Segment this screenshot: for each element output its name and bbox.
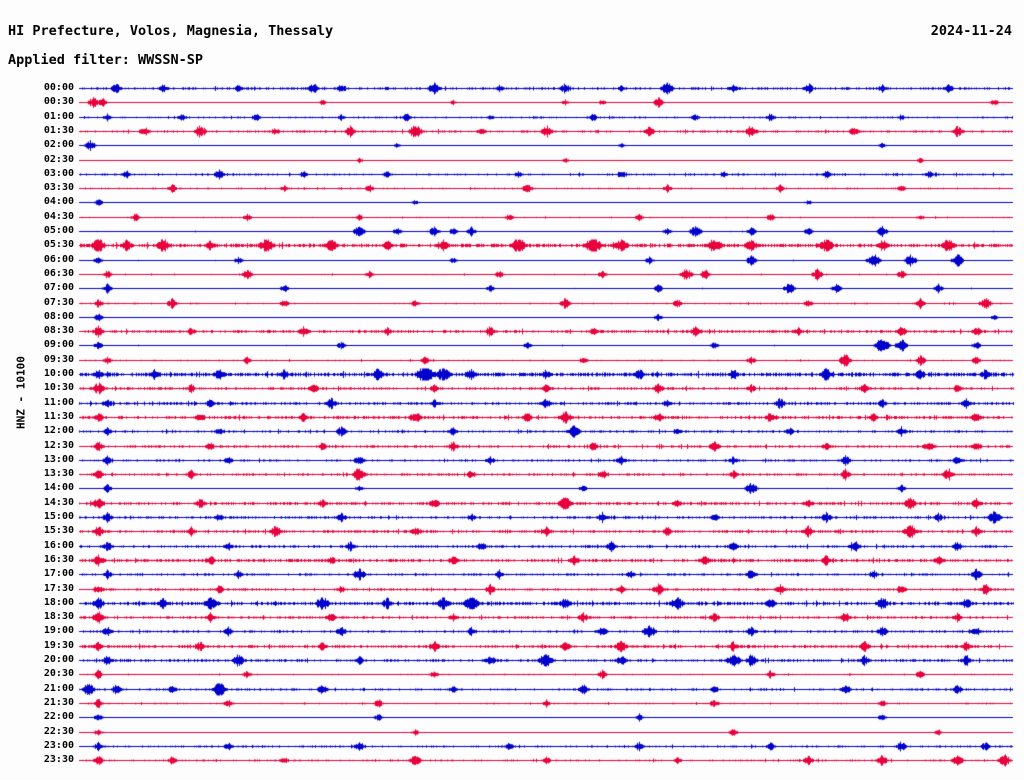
time-label-0600: 06:00 [43, 253, 74, 265]
record-date-label: 2024-11-24 [930, 23, 1012, 39]
time-label-0830: 08:30 [43, 325, 74, 337]
time-label-0500: 05:00 [43, 225, 74, 236]
time-label-1130: 11:30 [43, 410, 74, 422]
time-label-0330: 03:30 [43, 182, 74, 194]
time-label-2230: 22:30 [43, 725, 74, 737]
time-label-2130: 21:30 [43, 696, 74, 708]
time-label-0900: 09:00 [43, 339, 74, 351]
time-label-1100: 11:00 [43, 396, 74, 408]
time-label-1200: 12:00 [43, 425, 74, 437]
time-label-1830: 18:30 [43, 611, 74, 623]
time-label-1230: 12:30 [43, 439, 74, 451]
time-label-0730: 07:30 [43, 296, 74, 308]
time-label-1000: 10:00 [43, 368, 74, 379]
time-label-0130: 01:30 [43, 124, 74, 136]
time-label-0100: 01:00 [43, 110, 74, 122]
time-label-2200: 22:00 [43, 711, 74, 723]
time-label-1900: 19:00 [43, 625, 74, 637]
time-label-0000: 00:00 [43, 82, 74, 93]
time-label-0430: 04:30 [43, 210, 74, 222]
time-label-1600: 16:00 [43, 539, 74, 551]
time-label-1300: 13:00 [43, 453, 74, 465]
time-label-1030: 10:30 [43, 382, 74, 394]
time-label-1800: 18:00 [43, 596, 74, 608]
time-axis-labels: 00:00 00:30 01:00 01:30 02:00 02:30 03:00 03:30… [0, 0, 74, 780]
time-label-2030: 20:30 [43, 668, 74, 680]
time-label-0300: 03:00 [43, 167, 74, 179]
time-label-1400: 14:00 [43, 482, 74, 494]
time-label-1500: 15:00 [43, 511, 74, 522]
time-label-2300: 23:00 [43, 739, 74, 751]
time-label-1930: 19:30 [43, 639, 74, 651]
time-label-1330: 13:30 [43, 468, 74, 480]
time-label-0400: 04:00 [43, 196, 74, 208]
time-label-2000: 20:00 [43, 654, 74, 665]
time-label-0530: 05:30 [43, 239, 74, 251]
time-label-2100: 21:00 [43, 682, 74, 694]
time-label-1700: 17:00 [43, 568, 74, 580]
time-label-0930: 09:30 [43, 353, 74, 365]
time-label-0700: 07:00 [43, 282, 74, 294]
time-label-0230: 02:30 [43, 153, 74, 165]
time-label-0200: 02:00 [43, 139, 74, 151]
time-label-1430: 14:30 [43, 496, 74, 508]
time-label-0630: 06:30 [43, 267, 74, 279]
time-label-1630: 16:30 [43, 553, 74, 565]
time-label-1730: 17:30 [43, 582, 74, 594]
time-label-1530: 15:30 [43, 525, 74, 537]
time-label-0800: 08:00 [43, 310, 74, 322]
time-label-0030: 00:30 [43, 96, 74, 108]
time-label-2330: 23:30 [43, 754, 74, 766]
